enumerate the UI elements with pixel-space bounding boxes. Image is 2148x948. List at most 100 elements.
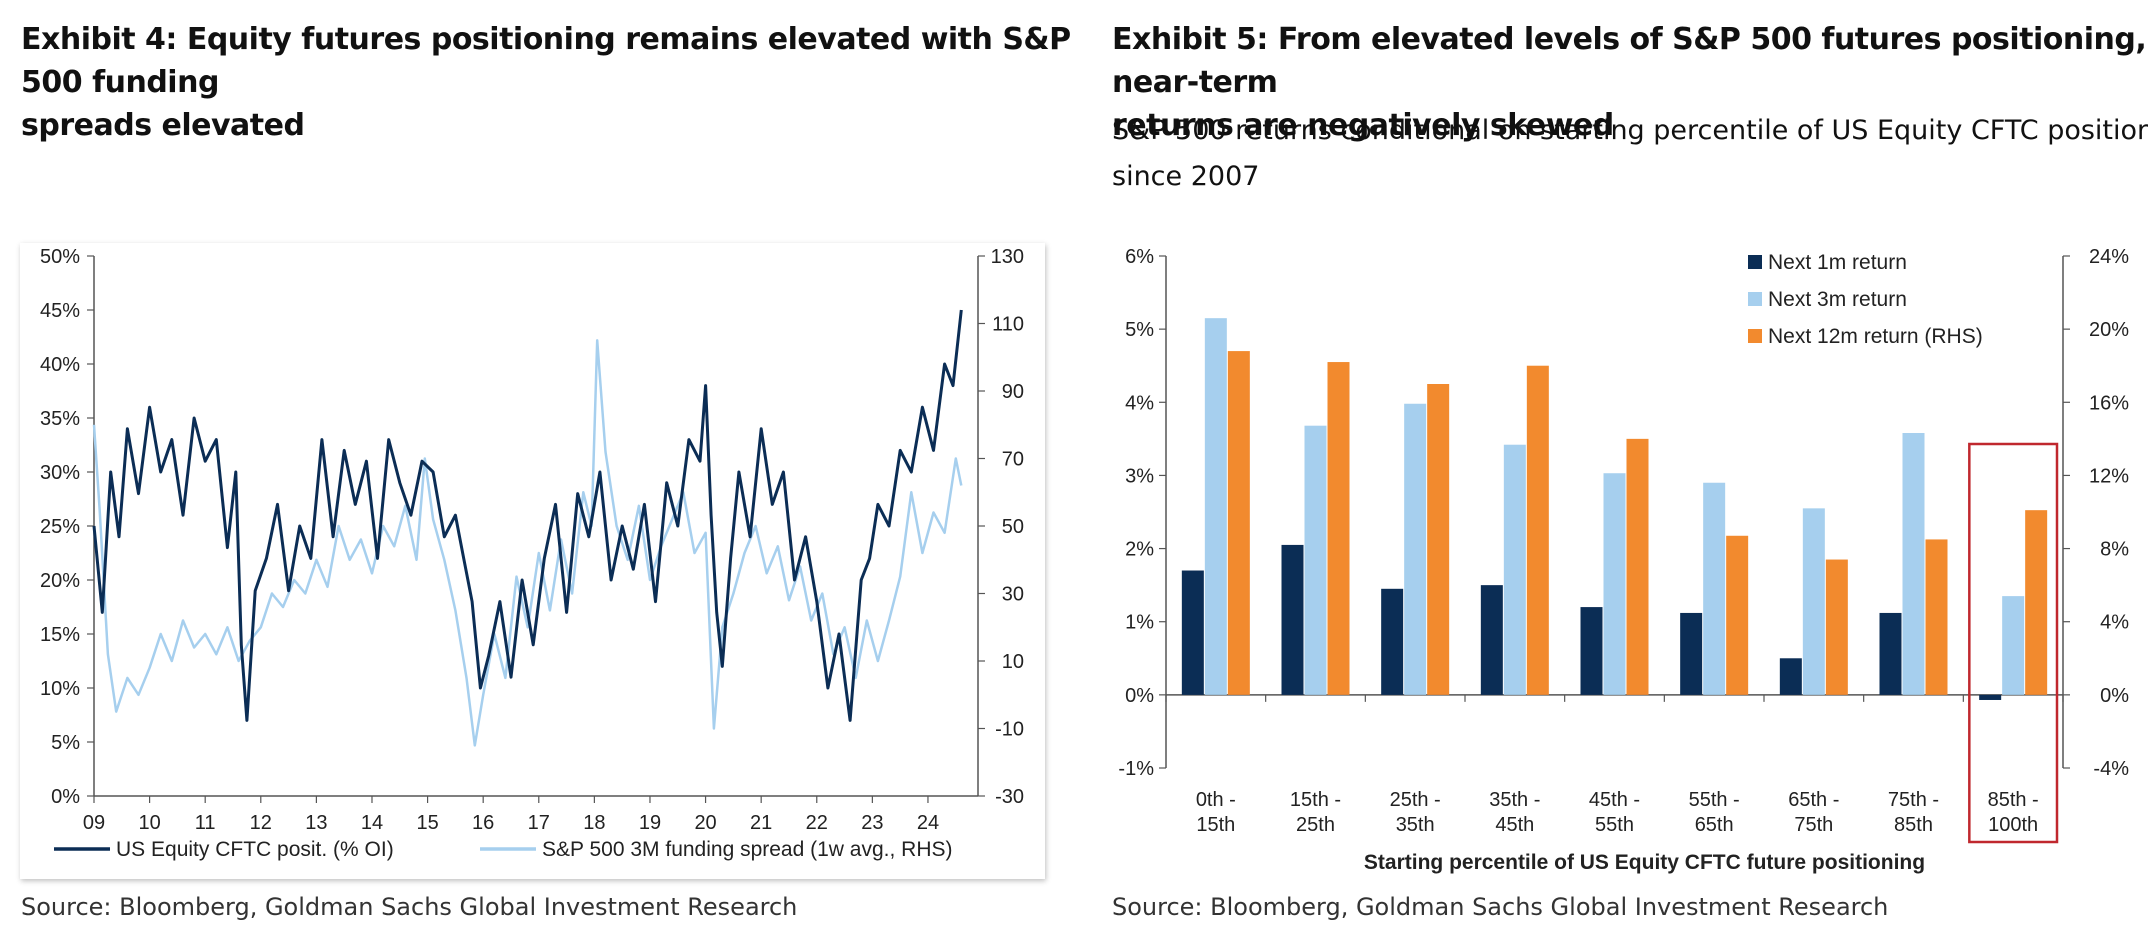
right-tick-label: 24% <box>2089 246 2129 268</box>
series-line-cftc-positioning <box>92 309 963 722</box>
bar-1m-7 <box>1879 612 1902 695</box>
bar-3m-1 <box>1304 425 1327 695</box>
left-tick-label: 1% <box>1125 612 1154 634</box>
bar-3m-0 <box>1204 318 1227 695</box>
left-tick-label: 20% <box>40 570 80 592</box>
right-tick-label: 70 <box>1002 449 1024 471</box>
exhibit4-chart: 0% 5% 10% 15% 20% 25% 30% 35% 40% 45% 50% -30 -10 10 3… <box>40 246 1024 861</box>
x-tick-label: 21 <box>750 812 772 834</box>
bar-1m-3 <box>1480 585 1503 695</box>
bar-3m-7 <box>1902 433 1925 695</box>
bar-1m-5 <box>1680 612 1703 695</box>
bar-3m-2 <box>1404 403 1427 695</box>
category-label-line1: 45th - <box>1589 789 1640 811</box>
exhibit5-chart: -1% 0% 1% 2% 3% 4% 5% 6% -4% 0% 4% 8% 12% 16% 20% 24% 0t… <box>1118 246 2129 874</box>
left-tick-label: 40% <box>40 354 80 376</box>
category-label-line2: 25th <box>1296 814 1335 836</box>
category-label-line1: 0th - <box>1196 789 1236 811</box>
category-label-line1: 35th - <box>1489 789 1540 811</box>
legend-label-12m: Next 12m return (RHS) <box>1768 325 1983 348</box>
bar-12m-5 <box>1726 535 1749 695</box>
series-line-funding-spread <box>92 339 963 747</box>
left-tick-label: 50% <box>40 246 80 268</box>
bar-1m-6 <box>1779 658 1802 695</box>
right-tick-label: -30 <box>995 786 1024 808</box>
x-tick-label: 22 <box>806 812 828 834</box>
x-tick-label: 14 <box>361 812 383 834</box>
category-label-line2: 65th <box>1695 814 1734 836</box>
bar-1m-2 <box>1381 588 1404 695</box>
category-label-line1: 75th - <box>1888 789 1939 811</box>
left-tick-label: 4% <box>1125 392 1154 414</box>
category-label-line2: 100th <box>1988 814 2038 836</box>
exhibit5-title-line2: returns are negatively skewed <box>1112 108 1614 143</box>
exhibit5-subtitle: S&P 500 returns conditional on starting … <box>1112 108 2148 200</box>
exhibit4-title-line2: spreads elevated <box>21 108 305 143</box>
legend-label-funding: S&P 500 3M funding spread (1w avg., RHS) <box>542 838 953 861</box>
legend-label-3m: Next 3m return <box>1768 288 1907 311</box>
x-tick-label: 12 <box>250 812 272 834</box>
x-axis-title: Starting percentile of US Equity CFTC fu… <box>1364 851 1925 874</box>
right-tick-label: 0% <box>2100 685 2129 707</box>
bar-12m-2 <box>1427 384 1450 695</box>
x-tick-label: 24 <box>917 812 939 834</box>
bar-3m-3 <box>1503 444 1526 695</box>
right-tick-label: 12% <box>2089 465 2129 487</box>
bar-1m-0 <box>1181 570 1204 695</box>
right-tick-label: 4% <box>2100 612 2129 634</box>
exhibit5-source: Source: Bloomberg, Goldman Sachs Global … <box>1112 893 1889 921</box>
left-tick-label: 25% <box>40 516 80 538</box>
right-tick-label: 16% <box>2089 392 2129 414</box>
category-label-line1: 25th - <box>1390 789 1441 811</box>
category-label-line2: 35th <box>1396 814 1435 836</box>
left-tick-label: 45% <box>40 300 80 322</box>
x-tick-label: 18 <box>583 812 605 834</box>
exhibit4-title-line1: Exhibit 4: Equity futures positioning re… <box>21 22 1071 100</box>
category-label-line2: 55th <box>1595 814 1634 836</box>
legend-swatch-1m <box>1748 255 1762 269</box>
bar-12m-4 <box>1626 438 1649 695</box>
exhibit5-chart-panel: -1% 0% 1% 2% 3% 4% 5% 6% -4% 0% 4% 8% 12% 16% 20% 24% 0t… <box>1112 236 2148 876</box>
highlight-box <box>1968 442 2059 844</box>
x-tick-label: 15 <box>416 812 438 834</box>
category-label-line2: 45th <box>1495 814 1534 836</box>
x-tick-label: 17 <box>528 812 550 834</box>
bar-3m-4 <box>1603 473 1626 695</box>
exhibit5-title-line1: Exhibit 5: From elevated levels of S&P 5… <box>1112 22 2147 100</box>
left-tick-label: 2% <box>1125 539 1154 561</box>
right-tick-label: 50 <box>1002 516 1024 538</box>
category-label-line2: 85th <box>1894 814 1933 836</box>
exhibit4-source: Source: Bloomberg, Goldman Sachs Global … <box>21 893 798 921</box>
x-tick-label: 11 <box>195 812 216 834</box>
left-tick-label: 6% <box>1125 246 1154 268</box>
legend-label-cftc: US Equity CFTC posit. (% OI) <box>116 838 394 861</box>
bar-3m-5 <box>1703 482 1726 695</box>
bar-3m-6 <box>1802 508 1825 695</box>
bar-12m-8 <box>2025 510 2048 695</box>
x-tick-label: 16 <box>472 812 494 834</box>
bar-12m-0 <box>1227 351 1250 695</box>
x-tick-label: 13 <box>305 812 327 834</box>
right-tick-label: 8% <box>2100 539 2129 561</box>
left-tick-label: 15% <box>40 624 80 646</box>
bar-12m-1 <box>1327 362 1350 695</box>
exhibit5-subtitle-line2: since 2007 <box>1112 161 1260 192</box>
left-tick-label: 10% <box>40 678 80 700</box>
right-tick-label: 10 <box>1002 651 1024 673</box>
exhibit4-chart-panel: 0% 5% 10% 15% 20% 25% 30% 35% 40% 45% 50% -30 -10 10 3… <box>20 243 1045 879</box>
category-label-line1: 85th - <box>1988 789 2039 811</box>
category-label-line1: 15th - <box>1290 789 1341 811</box>
left-tick-label: 0% <box>1125 685 1154 707</box>
right-tick-label: -4% <box>2093 758 2129 780</box>
right-tick-label: 30 <box>1002 584 1024 606</box>
left-tick-label: 3% <box>1125 465 1154 487</box>
bar-1m-8 <box>1979 694 2002 700</box>
category-label-line2: 15th <box>1196 814 1235 836</box>
bar-3m-8 <box>2002 596 2025 695</box>
bar-12m-6 <box>1825 559 1848 695</box>
right-tick-label: 130 <box>991 246 1024 268</box>
x-tick-label: 10 <box>138 812 160 834</box>
category-label-line1: 65th - <box>1788 789 1839 811</box>
right-tick-label: 110 <box>992 314 1024 336</box>
x-tick-label: 23 <box>861 812 883 834</box>
